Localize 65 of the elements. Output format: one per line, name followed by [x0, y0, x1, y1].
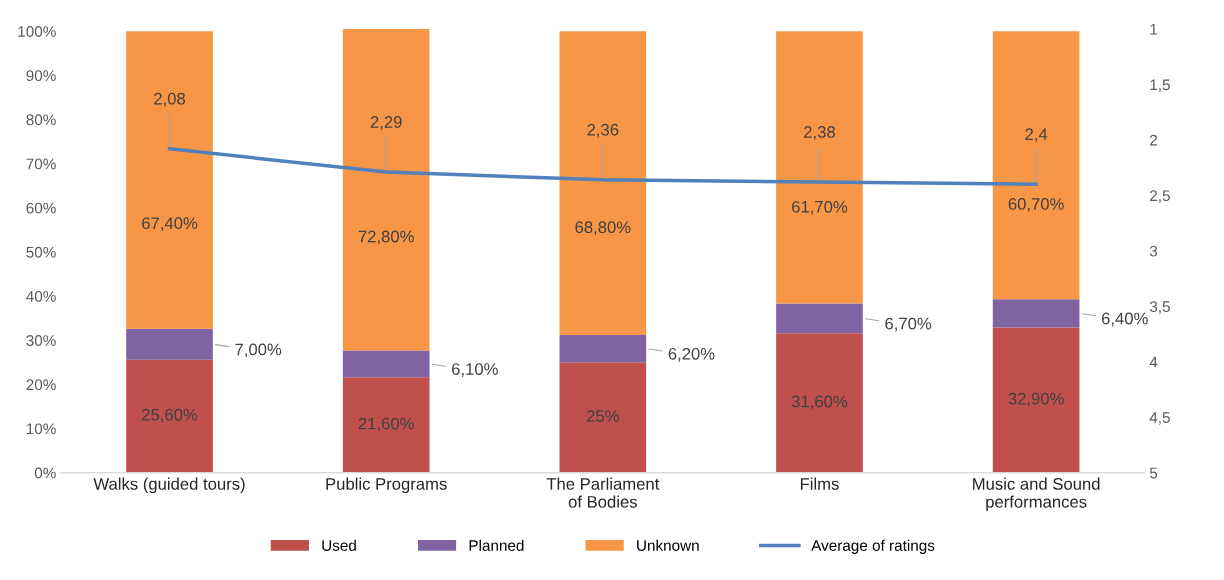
- bar: [992, 327, 1080, 473]
- data-label: 6,10%: [452, 363, 498, 377]
- x-tick-label: Music and Sound performances: [973, 477, 1100, 512]
- data-label: 6,70%: [885, 317, 932, 332]
- data-label: 60,70%: [1008, 198, 1064, 212]
- data-label: 2,29: [370, 116, 402, 130]
- bar: [126, 328, 213, 360]
- bar: [342, 377, 430, 473]
- y2-tick-label: 2: [1150, 134, 1158, 146]
- y-tick-label: 10%: [26, 423, 56, 435]
- legend-label: Planned: [469, 539, 524, 551]
- y-tick-label: 90%: [26, 70, 56, 82]
- bar: [126, 31, 213, 329]
- y2-tick-label: 1: [1150, 24, 1158, 35]
- data-label: 7,00%: [235, 343, 282, 358]
- data-label: 6,20%: [668, 347, 715, 362]
- y-tick-label: 70%: [26, 158, 56, 170]
- x-tick-label: The Parliament of Bodies: [546, 477, 660, 508]
- legend-label: Unknown: [637, 539, 699, 551]
- y2-tick-label: 3,5: [1149, 301, 1170, 314]
- data-label: 21,60%: [358, 417, 414, 432]
- data-label: 31,60%: [791, 395, 848, 410]
- line-series: [167, 147, 1038, 187]
- data-label: 61,70%: [792, 200, 848, 215]
- legend-label: Average of ratings: [811, 539, 935, 554]
- x-tick-label: Public Programs: [326, 477, 447, 494]
- y-tick-label: 30%: [26, 335, 56, 346]
- bar: [126, 359, 213, 473]
- bar: [992, 299, 1080, 328]
- data-label: 68,80%: [575, 221, 631, 236]
- y2-tick-label: 3: [1149, 245, 1158, 257]
- data-label: 72,80%: [358, 230, 414, 245]
- data-label: 2,08: [154, 92, 186, 107]
- bar: [776, 333, 863, 473]
- bar: [342, 29, 430, 351]
- bar: [342, 350, 430, 378]
- data-label: 2,4: [1025, 128, 1048, 143]
- data-label: 6,40%: [1101, 312, 1148, 327]
- data-label: 25%: [586, 410, 619, 422]
- y-tick-label: 50%: [26, 246, 56, 258]
- data-label: 2,38: [804, 126, 835, 140]
- y2-tick-label: 4: [1149, 356, 1158, 368]
- y-tick-label: 60%: [26, 202, 56, 214]
- y2-tick-label: 1,5: [1150, 79, 1170, 92]
- x-tick-label: Walks (guided tours): [93, 477, 245, 494]
- data-label: 2,36: [587, 123, 619, 138]
- y2-tick-label: 4,5: [1149, 412, 1170, 425]
- data-label: 32,90%: [1008, 392, 1064, 407]
- y-tick-label: 100%: [18, 26, 56, 37]
- bar: [776, 31, 863, 304]
- y-tick-label: 40%: [26, 290, 56, 302]
- bar: [559, 334, 647, 363]
- data-label: 25,60%: [142, 408, 198, 423]
- x-tick-label: Films: [800, 477, 839, 490]
- y-tick-label: 80%: [26, 114, 56, 126]
- bar: [559, 362, 647, 473]
- y2-tick-label: 2,5: [1150, 190, 1170, 203]
- y-tick-label: 0%: [34, 467, 56, 479]
- y-tick-label: 20%: [26, 379, 56, 391]
- bar: [992, 31, 1080, 300]
- legend-label: Used: [322, 539, 356, 551]
- bar: [776, 303, 863, 334]
- y2-tick-label: 5: [1149, 467, 1158, 479]
- bar: [559, 31, 647, 335]
- data-label: 67,40%: [142, 217, 198, 232]
